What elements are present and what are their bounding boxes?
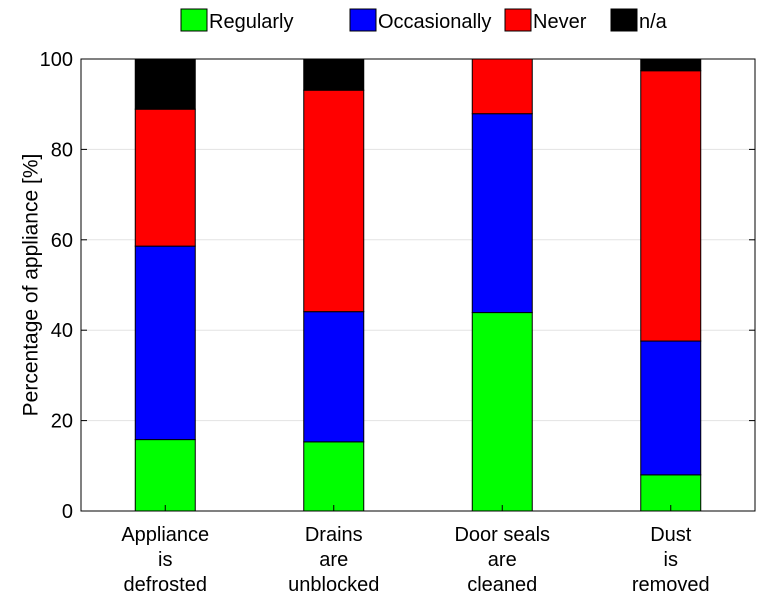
legend-label: Regularly bbox=[209, 11, 293, 33]
x-category-label: is bbox=[664, 549, 678, 571]
x-category-label: cleaned bbox=[467, 574, 537, 596]
bar-segment-never bbox=[640, 70, 702, 342]
bar-segment-occasionally bbox=[303, 311, 365, 443]
bar-segment-regularly bbox=[471, 312, 533, 512]
bar-segment-never bbox=[303, 89, 365, 313]
bar-segment-occasionally bbox=[134, 245, 196, 441]
bar-segment-never bbox=[471, 58, 533, 115]
x-category-label: defrosted bbox=[124, 574, 207, 596]
y-tick-label: 20 bbox=[51, 411, 73, 433]
y-tick-label: 40 bbox=[51, 320, 73, 342]
bar-segment-n-a bbox=[303, 58, 365, 91]
x-category-label: removed bbox=[632, 574, 710, 596]
bars bbox=[134, 58, 702, 512]
bar-segment-n-a bbox=[640, 58, 702, 72]
x-category-label: are bbox=[488, 549, 517, 571]
bar-segment-occasionally bbox=[471, 113, 533, 314]
bar-segment-never bbox=[134, 108, 196, 247]
x-category-label: Dust bbox=[650, 524, 692, 546]
legend-label: Never bbox=[533, 11, 587, 33]
legend-swatch bbox=[610, 8, 638, 32]
y-tick-label: 80 bbox=[51, 139, 73, 161]
legend-label: n/a bbox=[639, 11, 668, 33]
y-tick-label: 60 bbox=[51, 230, 73, 252]
bar-segment-regularly bbox=[134, 439, 196, 512]
legend-swatch bbox=[504, 8, 532, 32]
plot-frame bbox=[80, 58, 756, 512]
x-category-label: Appliance bbox=[121, 524, 209, 546]
legend-swatch bbox=[180, 8, 208, 32]
x-category-label: Door seals bbox=[454, 524, 550, 546]
bar-segment-n-a bbox=[134, 58, 196, 110]
x-axis-category-labels: Appliance is defrosted Drains are unblocked Do… bbox=[121, 524, 709, 596]
x-category-label: is bbox=[158, 549, 172, 571]
bar-segment-occasionally bbox=[640, 340, 702, 476]
y-axis-title: Percentage of appliance [%] bbox=[19, 154, 42, 417]
legend-label: Occasionally bbox=[378, 11, 491, 33]
y-tick-label: 100 bbox=[40, 49, 73, 71]
x-category-label: are bbox=[319, 549, 348, 571]
x-category-label: Drains bbox=[305, 524, 363, 546]
x-category-label: unblocked bbox=[288, 574, 379, 596]
bar-segment-regularly bbox=[303, 441, 365, 512]
legend: Regularly Occasionally Never n/a bbox=[180, 8, 668, 33]
legend-swatch bbox=[349, 8, 377, 32]
y-tick-label: 0 bbox=[62, 501, 73, 523]
y-axis-ticks: 0 20 40 60 80 100 bbox=[40, 49, 755, 523]
